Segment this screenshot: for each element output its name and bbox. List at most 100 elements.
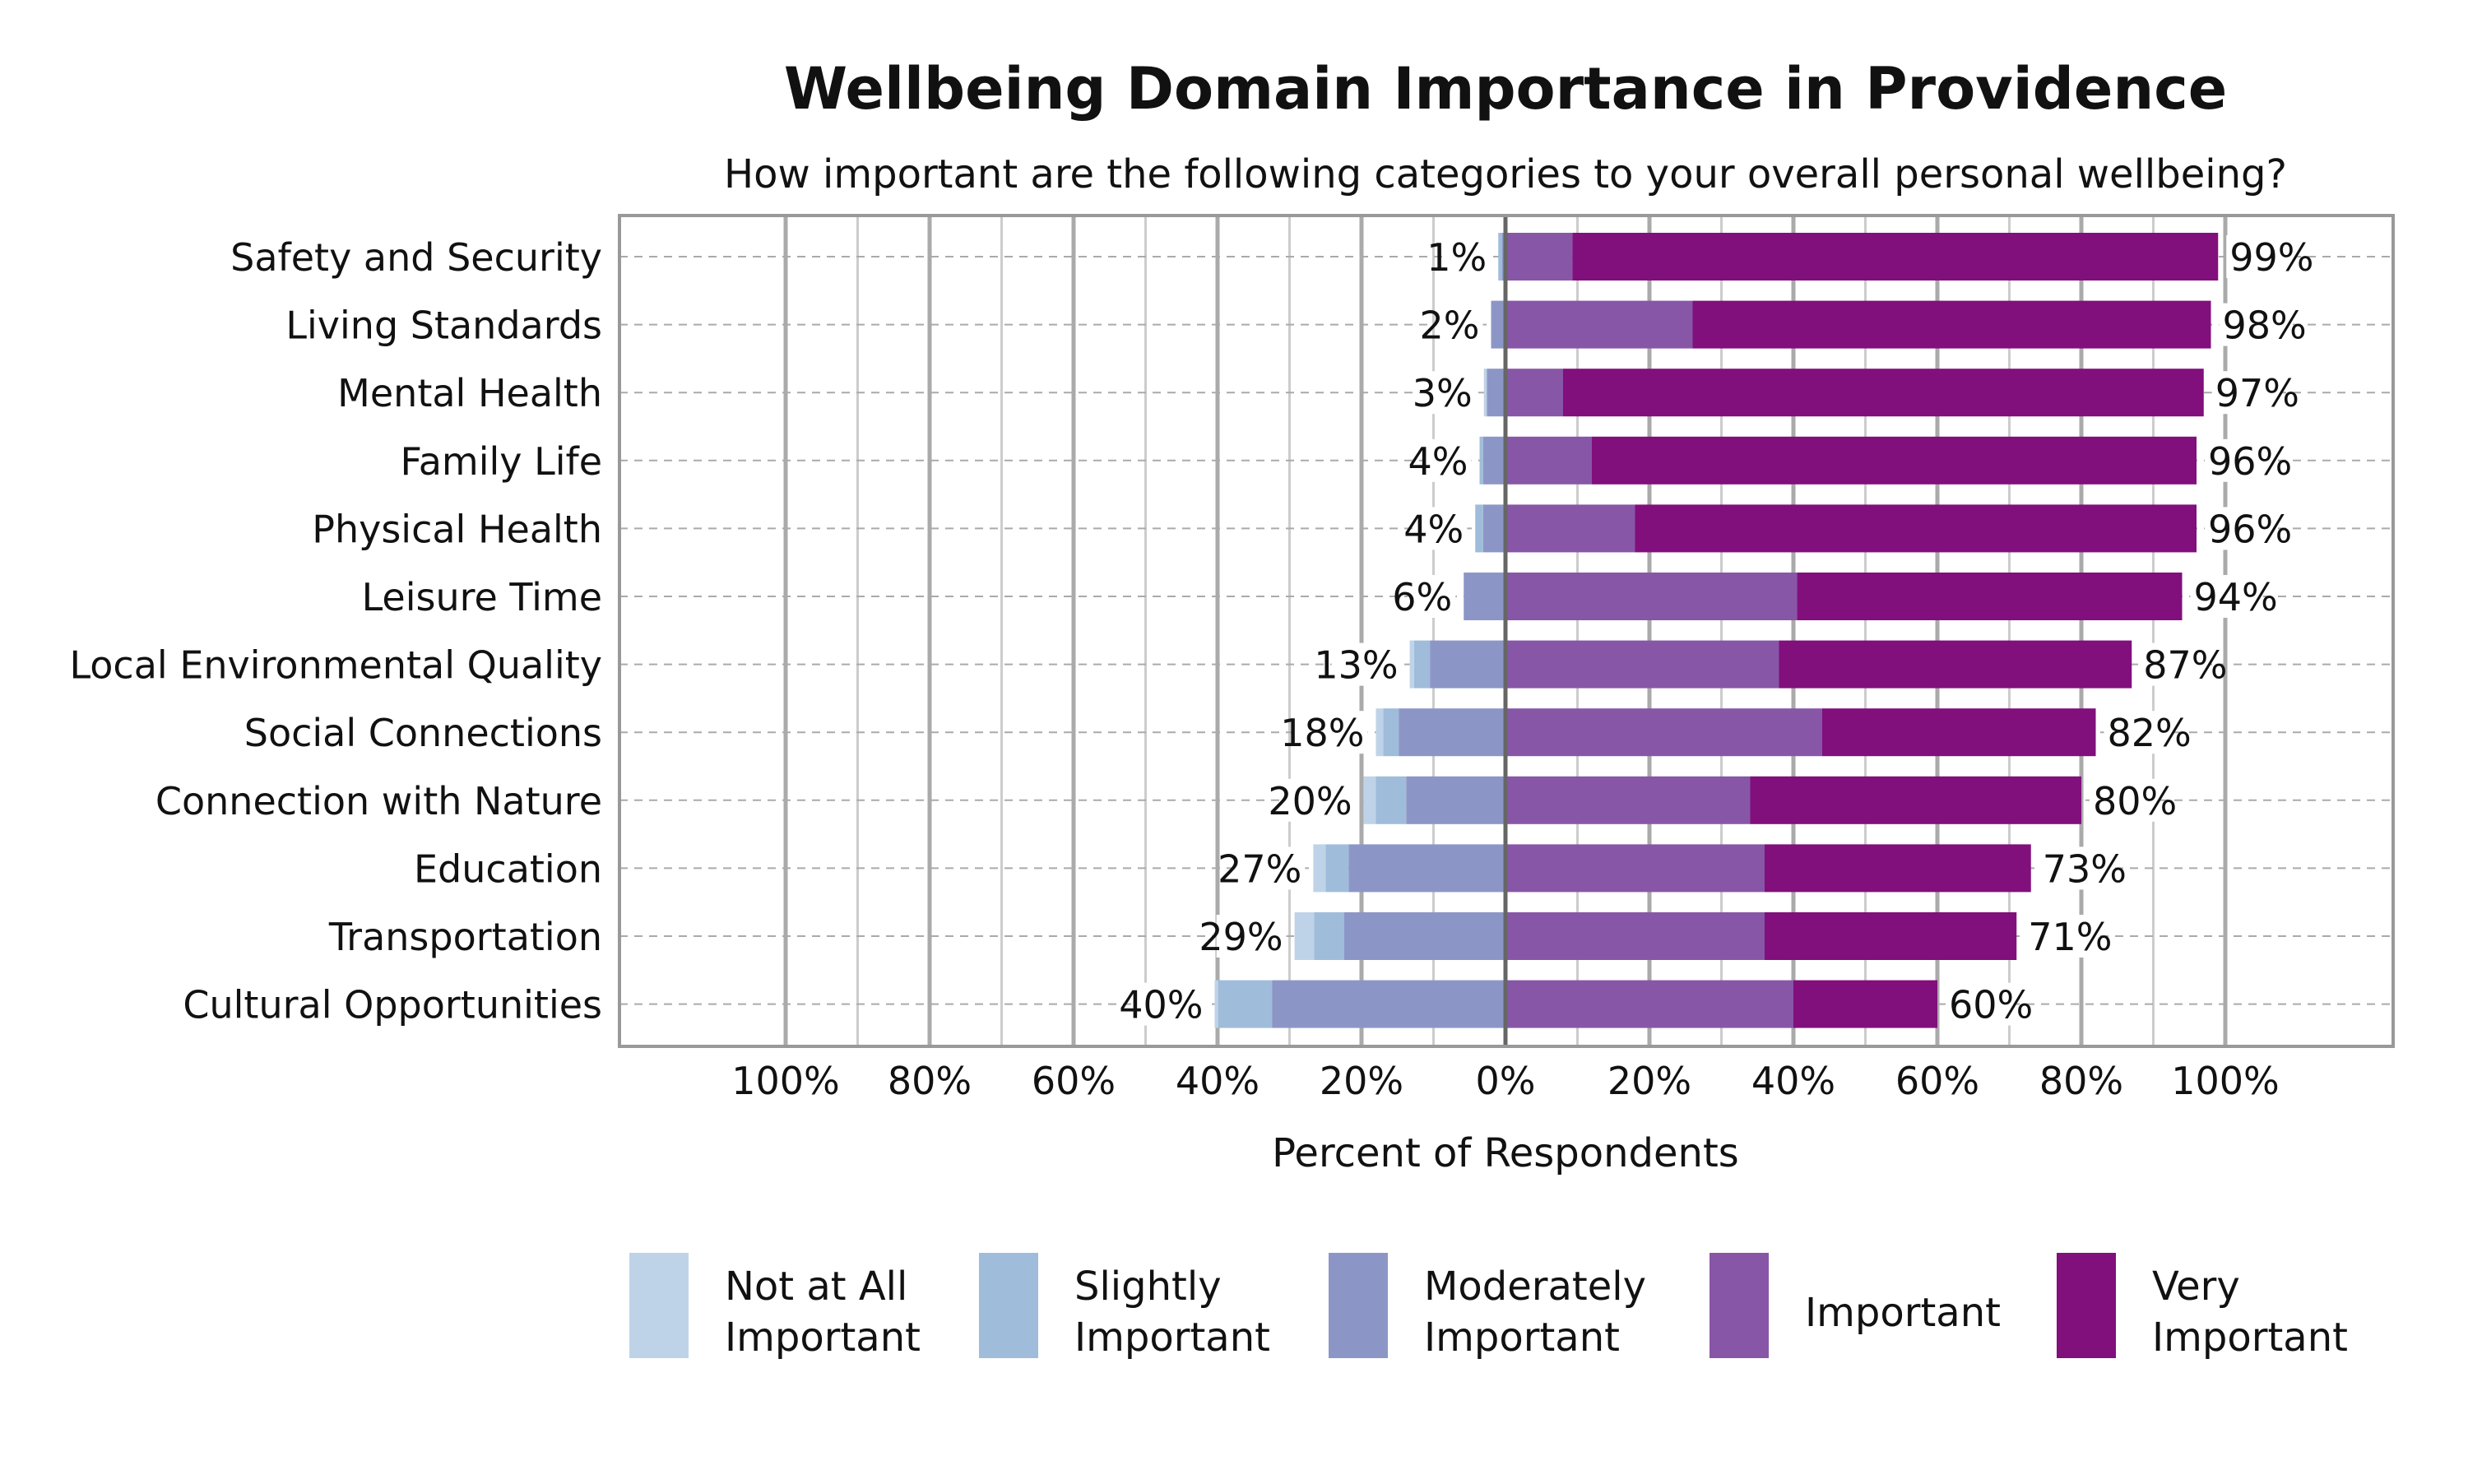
right-total-label: 82%: [2108, 711, 2192, 755]
category-label: Living Standards: [285, 304, 602, 348]
bar-segment: [1750, 776, 2081, 824]
bar-segment: [1765, 912, 2017, 960]
chart-subtitle: How important are the following categori…: [724, 151, 2287, 197]
bar-segment: [1572, 233, 2219, 281]
label-bg: [2226, 235, 2297, 278]
bar-segment: [1563, 369, 2204, 417]
left-total-label: 29%: [1199, 915, 1283, 959]
category-label: Transportation: [328, 915, 602, 959]
legend-label: Important: [2152, 1315, 2348, 1361]
bar-segment: [1475, 504, 1483, 553]
x-tick-label: 20%: [1320, 1059, 1403, 1103]
bar-segment: [1375, 776, 1407, 824]
bar-segment: [1383, 708, 1399, 757]
bar-segment: [1294, 912, 1315, 960]
bar-segment: [1505, 912, 1765, 960]
bar-segment: [1406, 776, 1505, 824]
bar-segment: [1344, 912, 1505, 960]
left-total-label: 20%: [1268, 779, 1352, 823]
bar-segment: [1314, 912, 1344, 960]
bar-segment: [1505, 436, 1592, 485]
label-bg: [2190, 575, 2261, 618]
category-label: Connection with Nature: [155, 779, 602, 823]
x-tick-label: 60%: [1895, 1059, 1979, 1103]
bar-segment: [1214, 980, 1218, 1028]
bar-segment: [1479, 436, 1483, 485]
bar-segment: [1505, 504, 1635, 553]
label-bg: [1408, 575, 1456, 618]
category-label: Cultural Opportunities: [183, 983, 602, 1027]
label-bg: [2219, 303, 2289, 346]
legend-swatch: [979, 1253, 1038, 1358]
left-total-label: 4%: [1403, 507, 1464, 551]
bar-segment: [1313, 844, 1326, 893]
right-total-label: 97%: [2215, 371, 2299, 415]
bar-segment: [1505, 573, 1798, 620]
legend-label: Very: [2152, 1264, 2240, 1310]
right-total-label: 98%: [2223, 304, 2307, 348]
category-label: Education: [414, 846, 602, 891]
bar-segment: [1491, 300, 1505, 349]
x-tick-label: 100%: [2171, 1059, 2280, 1103]
x-tick-label: 40%: [1176, 1059, 1260, 1103]
label-bg: [2104, 711, 2174, 754]
bar-segment: [1483, 369, 1487, 417]
category-label: Leisure Time: [362, 575, 602, 619]
legend-label: Moderately: [1424, 1264, 1646, 1310]
legend-swatch: [629, 1253, 689, 1358]
label-bg: [2205, 507, 2275, 550]
category-label: Safety and Security: [230, 235, 602, 280]
legend-label: Slightly: [1074, 1264, 1222, 1310]
category-label: Mental Health: [337, 371, 602, 415]
bar-segment: [1363, 776, 1376, 824]
x-tick-label: 60%: [1032, 1059, 1116, 1103]
label-bg: [1435, 303, 1483, 346]
category-label: Family Life: [400, 439, 602, 484]
left-total-label: 1%: [1427, 235, 1487, 280]
legend-swatch: [1329, 1253, 1388, 1358]
legend-label: Important: [725, 1315, 921, 1361]
chart-title: Wellbeing Domain Importance in Providenc…: [784, 55, 2227, 123]
bar-segment: [1413, 640, 1431, 689]
bar-segment: [1505, 640, 1779, 689]
bar-segment: [1325, 844, 1349, 893]
left-total-label: 3%: [1413, 371, 1473, 415]
label-bg: [2025, 915, 2095, 958]
right-total-label: 94%: [2194, 575, 2278, 619]
bar-segment: [1505, 300, 1693, 349]
left-total-label: 6%: [1392, 575, 1452, 619]
bar-segment: [1375, 708, 1384, 757]
bar-segment: [1692, 300, 2211, 349]
label-bg: [2205, 438, 2275, 482]
label-bg: [1216, 915, 1287, 958]
bar-segment: [1272, 980, 1505, 1028]
label-bg: [2211, 371, 2282, 415]
left-total-label: 4%: [1408, 439, 1468, 484]
right-total-label: 96%: [2208, 439, 2292, 484]
label-bg: [1285, 778, 1356, 822]
bar-segment: [1797, 573, 2183, 620]
right-total-label: 60%: [1949, 983, 2033, 1027]
bar-segment: [1592, 436, 2197, 485]
bar-segment: [1505, 980, 1793, 1028]
right-total-label: 96%: [2208, 507, 2292, 551]
bar-segment: [1765, 844, 2031, 893]
bar-segment: [1505, 708, 1822, 757]
bar-segment: [1487, 369, 1505, 417]
label-bg: [2140, 642, 2211, 686]
x-tick-label: 80%: [2039, 1059, 2123, 1103]
category-label: Physical Health: [312, 507, 602, 551]
left-total-label: 18%: [1280, 711, 1364, 755]
bar-segment: [1399, 708, 1505, 757]
label-bg: [2090, 778, 2160, 822]
bar-segment: [1348, 844, 1505, 893]
label-bg: [1297, 711, 1368, 754]
legend-label: Important: [1805, 1290, 2001, 1336]
label-bg: [1331, 642, 1402, 686]
left-total-label: 2%: [1420, 304, 1480, 348]
legend-label: Important: [1424, 1315, 1620, 1361]
label-bg: [2039, 846, 2109, 890]
bar-segment: [1464, 573, 1505, 620]
right-total-label: 99%: [2229, 235, 2313, 280]
